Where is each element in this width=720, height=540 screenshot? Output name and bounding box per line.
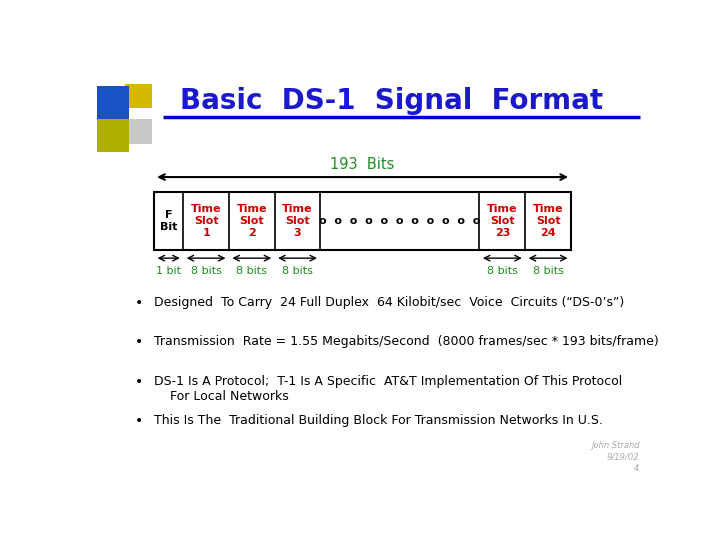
Text: Time
Slot
1: Time Slot 1 <box>191 204 221 238</box>
Text: DS-1 Is A Protocol;  T-1 Is A Specific  AT&T Implementation Of This Protocol
   : DS-1 Is A Protocol; T-1 Is A Specific AT… <box>154 375 622 403</box>
Text: 8 bits: 8 bits <box>236 266 267 276</box>
Bar <box>96 119 129 152</box>
Text: Time
Slot
24: Time Slot 24 <box>533 204 563 238</box>
Bar <box>96 85 129 119</box>
Text: 193  Bits: 193 Bits <box>330 157 395 172</box>
Text: 1 bit: 1 bit <box>156 266 181 276</box>
Text: •: • <box>135 335 143 349</box>
Text: •: • <box>135 375 143 389</box>
Text: Basic  DS-1  Signal  Format: Basic DS-1 Signal Format <box>180 87 603 116</box>
Text: 8 bits: 8 bits <box>191 266 222 276</box>
Bar <box>125 119 153 144</box>
Text: o  o  o  o  o  o  o  o  o  o  o: o o o o o o o o o o o <box>319 215 481 226</box>
Bar <box>125 84 153 109</box>
Text: F
Bit: F Bit <box>160 210 177 232</box>
Bar <box>154 192 571 250</box>
Text: 8 bits: 8 bits <box>533 266 564 276</box>
Text: •: • <box>135 295 143 309</box>
Text: Time
Slot
23: Time Slot 23 <box>487 204 518 238</box>
Text: 8 bits: 8 bits <box>487 266 518 276</box>
Text: John Strand
9/19/02
4: John Strand 9/19/02 4 <box>591 441 639 473</box>
Text: This Is The  Traditional Building Block For Transmission Networks In U.S.: This Is The Traditional Building Block F… <box>154 414 603 427</box>
Text: Time
Slot
2: Time Slot 2 <box>237 204 267 238</box>
Text: Designed  To Carry  24 Full Duplex  64 Kilobit/sec  Voice  Circuits (“DS-0’s”): Designed To Carry 24 Full Duplex 64 Kilo… <box>154 295 624 308</box>
Text: Transmission  Rate = 1.55 Megabits/Second  (8000 frames/sec * 193 bits/frame): Transmission Rate = 1.55 Megabits/Second… <box>154 335 659 348</box>
Text: •: • <box>135 414 143 428</box>
Text: 8 bits: 8 bits <box>282 266 313 276</box>
Text: Time
Slot
3: Time Slot 3 <box>282 204 312 238</box>
